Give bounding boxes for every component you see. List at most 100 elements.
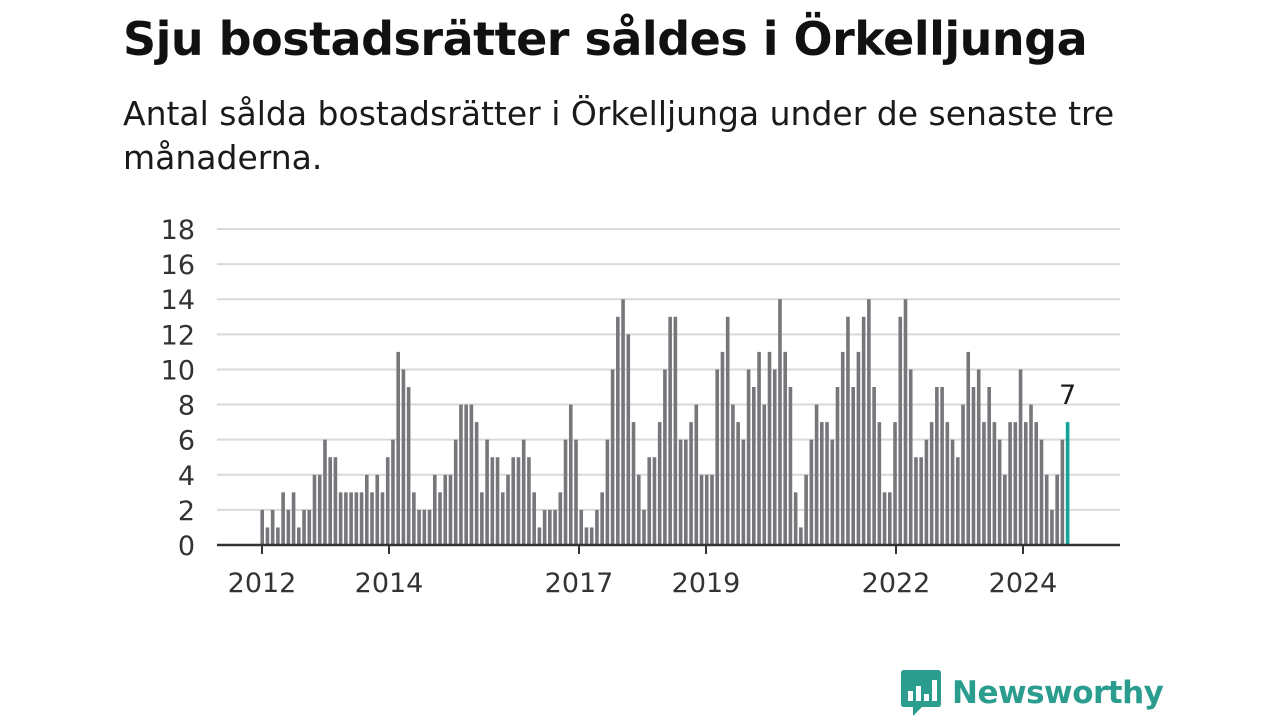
bar (553, 509, 557, 545)
bar (652, 457, 657, 545)
bar (778, 299, 782, 545)
bar (752, 387, 756, 545)
bar (281, 492, 285, 545)
bar (349, 492, 353, 545)
bar (542, 509, 547, 545)
bar (678, 439, 683, 545)
bar (537, 527, 542, 545)
bar (412, 492, 416, 545)
bar (1034, 422, 1039, 545)
bars (260, 299, 1070, 545)
bar (600, 492, 604, 545)
bar (443, 474, 448, 545)
bar (945, 422, 950, 545)
bar (746, 369, 751, 545)
y-tick-label: 18 (161, 215, 195, 246)
bar (636, 474, 641, 545)
bar (846, 316, 850, 545)
bar (312, 474, 317, 545)
bar (338, 492, 343, 545)
bar (762, 404, 767, 545)
bar (1050, 509, 1054, 545)
newsworthy-logo: Newsworthy (900, 668, 1164, 718)
bar (385, 457, 390, 545)
bar (710, 474, 714, 545)
x-tick-label: 2022 (862, 568, 931, 599)
bar (820, 422, 824, 545)
x-tick-label: 2017 (545, 568, 614, 599)
y-tick-label: 8 (178, 391, 195, 422)
bar (616, 316, 620, 545)
y-tick-label: 14 (161, 285, 195, 316)
chart-title: Sju bostadsrätter såldes i Örkelljunga (123, 12, 1088, 66)
bar (642, 509, 646, 545)
bar (919, 457, 923, 545)
bar (861, 316, 866, 545)
bar (548, 509, 552, 545)
bar (532, 492, 536, 545)
bar (401, 369, 406, 545)
y-axis-ticks: 0 2 4 6 8 10 12 14 16 18 (161, 215, 195, 562)
bar (464, 404, 468, 545)
bar (955, 457, 960, 545)
bar (741, 439, 746, 545)
bar (757, 351, 761, 545)
bar (323, 439, 327, 545)
bar (605, 439, 610, 545)
bar (1060, 439, 1065, 545)
bar (840, 351, 845, 545)
bar (406, 387, 411, 545)
bar (767, 351, 772, 545)
bar (1055, 474, 1059, 545)
bar (579, 509, 584, 545)
bar (872, 387, 876, 545)
bar (469, 404, 474, 545)
bar (799, 527, 803, 545)
y-tick-label: 16 (161, 250, 195, 281)
bar (260, 509, 264, 545)
bar (914, 457, 918, 545)
bar (772, 369, 777, 545)
bar (971, 387, 976, 545)
bar (626, 334, 631, 545)
y-tick-label: 6 (178, 426, 195, 457)
bar (725, 316, 730, 545)
bar (1023, 422, 1028, 545)
bar (297, 527, 301, 545)
bar (694, 404, 699, 545)
x-tick-label: 2019 (672, 568, 741, 599)
bar (490, 457, 495, 545)
bar (453, 439, 458, 545)
bar (427, 509, 432, 545)
bar (448, 474, 453, 545)
bar (317, 474, 322, 545)
bar (1039, 439, 1044, 545)
x-tick-label: 2014 (355, 568, 424, 599)
bar (621, 299, 625, 545)
y-tick-label: 12 (161, 320, 195, 351)
bar (432, 474, 437, 545)
y-tick-label: 0 (178, 531, 195, 562)
bar (1018, 369, 1023, 545)
bar (365, 474, 369, 545)
bar (673, 316, 678, 545)
bar (668, 316, 672, 545)
bar (699, 474, 704, 545)
bar (1003, 474, 1007, 545)
bar (286, 509, 291, 545)
bar (783, 351, 787, 545)
bar (500, 492, 505, 545)
bar (982, 422, 986, 545)
bar (704, 474, 709, 545)
bar (307, 509, 312, 545)
bar (302, 509, 306, 545)
bar (935, 387, 939, 545)
bar (438, 492, 442, 545)
bar (506, 474, 510, 545)
bar (417, 509, 421, 545)
bar (950, 439, 955, 545)
bar (276, 527, 280, 545)
chart-subtitle: Antal sålda bostadsrätter i Örkelljunga … (123, 94, 1115, 177)
bar (422, 509, 427, 545)
bar (568, 404, 573, 545)
